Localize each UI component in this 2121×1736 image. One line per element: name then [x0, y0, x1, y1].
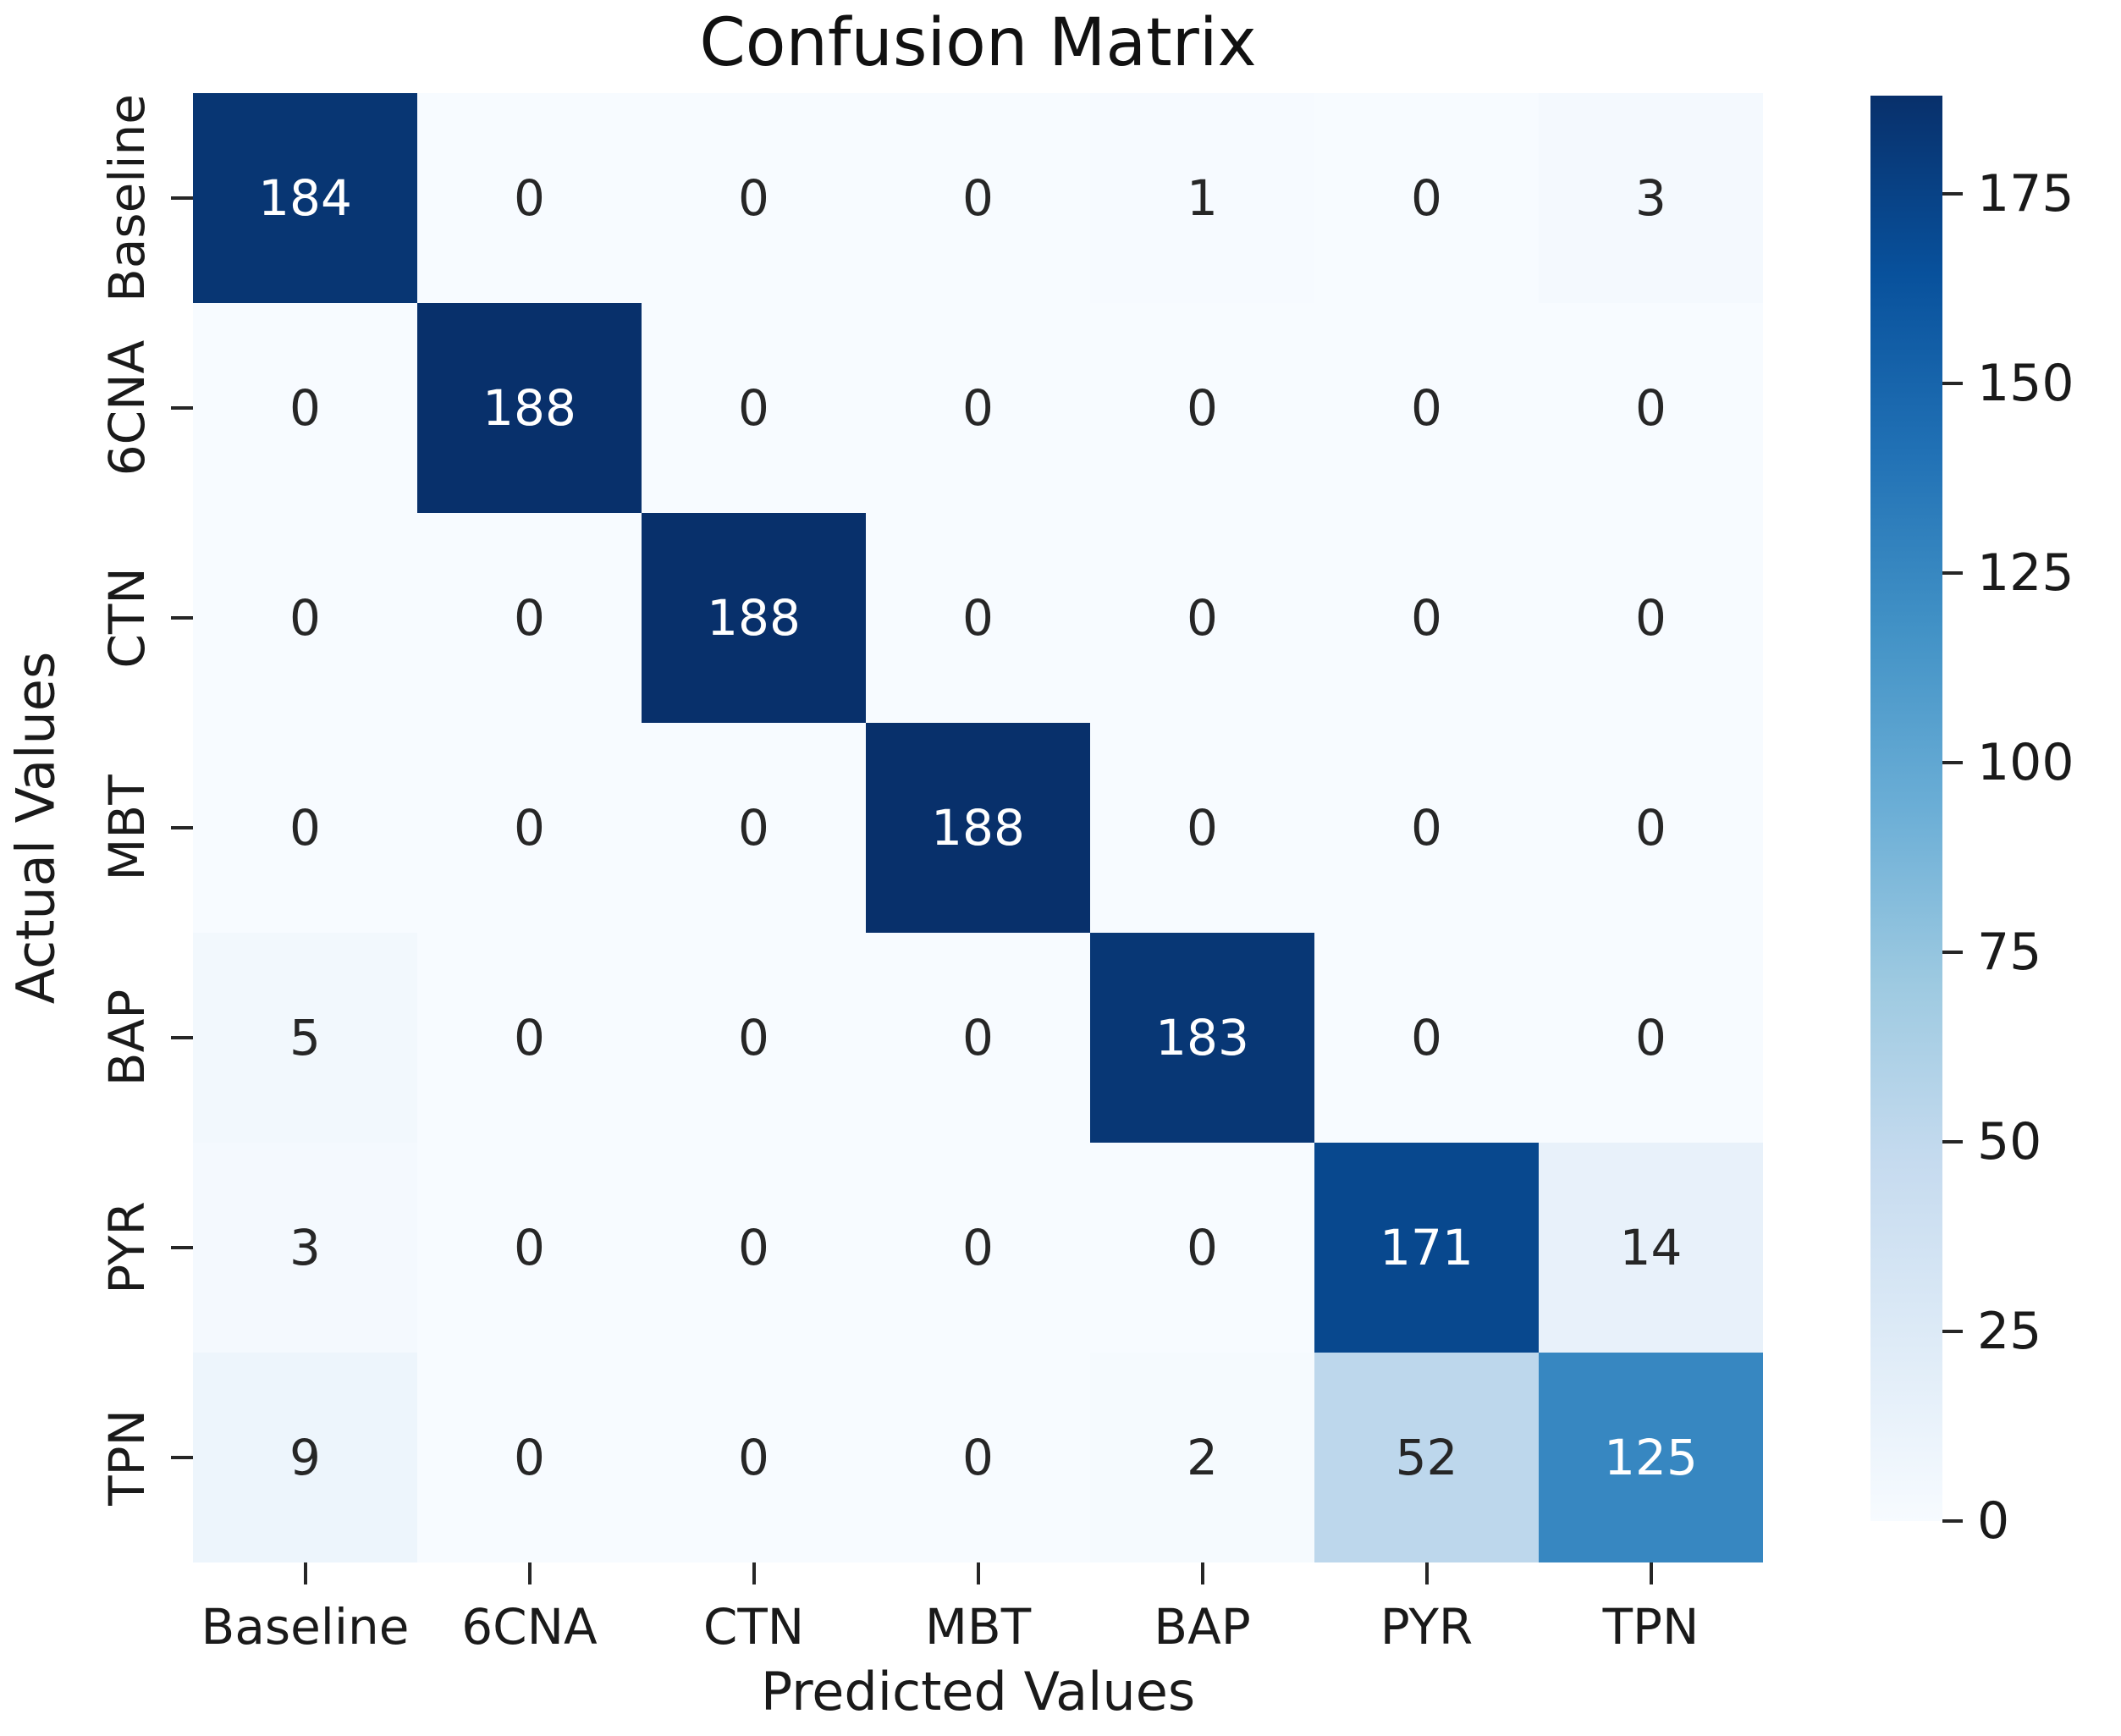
heatmap-cell: 0 — [417, 1353, 642, 1562]
heatmap-cell: 0 — [866, 1353, 1090, 1562]
x-tick-label: BAP — [1154, 1598, 1251, 1656]
heatmap-cell: 0 — [866, 93, 1090, 303]
colorbar-tick-label: 0 — [1977, 1491, 2010, 1551]
heatmap-cell: 0 — [417, 1143, 642, 1353]
heatmap-cell: 52 — [1314, 1353, 1539, 1562]
heatmap-cell: 0 — [642, 93, 866, 303]
y-tick-mark — [171, 1246, 193, 1249]
heatmap-cell: 188 — [642, 513, 866, 723]
heatmap-cell: 0 — [417, 513, 642, 723]
heatmap-cell: 0 — [642, 303, 866, 513]
heatmap-cell: 0 — [193, 513, 417, 723]
heatmap-cell: 188 — [417, 303, 642, 513]
heatmap-cell: 0 — [866, 1143, 1090, 1353]
colorbar-tick-label: 75 — [1977, 923, 2042, 983]
y-tick-mark — [171, 196, 193, 200]
heatmap-cell: 183 — [1090, 933, 1314, 1143]
y-tick-mark — [171, 826, 193, 829]
heatmap-cell: 0 — [417, 93, 642, 303]
colorbar-tick-label: 125 — [1977, 543, 2074, 603]
heatmap-cell: 0 — [1314, 933, 1539, 1143]
heatmap-cell: 0 — [1539, 513, 1763, 723]
colorbar-tick-label: 150 — [1977, 354, 2074, 414]
y-axis-title: Actual Values — [4, 651, 67, 1005]
heatmap-cell: 3 — [1539, 93, 1763, 303]
x-axis-title: Predicted Values — [760, 1661, 1196, 1722]
heatmap-cell: 0 — [1090, 303, 1314, 513]
heatmap-cell: 0 — [642, 933, 866, 1143]
x-tick-mark — [1649, 1562, 1653, 1584]
heatmap-cell: 171 — [1314, 1143, 1539, 1353]
y-tick-label: BAP — [98, 989, 156, 1087]
y-tick-label: Baseline — [98, 94, 156, 302]
y-tick-label: TPN — [98, 1409, 156, 1506]
heatmap-cell: 0 — [1539, 723, 1763, 933]
heatmap-cell: 0 — [1539, 303, 1763, 513]
heatmap-grid: 184 0 0 0 1 0 3 0 188 0 0 0 0 0 0 0 188 0 0 0 0 0 0 0 188 0 0 0 5 0 0 0… — [193, 93, 1763, 1562]
y-tick-label: 6CNA — [98, 339, 156, 477]
chart-title: Confusion Matrix — [699, 5, 1257, 81]
x-tick-mark — [303, 1562, 307, 1584]
colorbar-tick-mark — [1942, 761, 1963, 765]
x-tick-label: TPN — [1602, 1598, 1700, 1656]
y-tick-mark — [171, 616, 193, 620]
x-tick-mark — [1424, 1562, 1429, 1584]
heatmap-cell: 125 — [1539, 1353, 1763, 1562]
heatmap-cell: 0 — [642, 1143, 866, 1353]
colorbar-tick-mark — [1942, 571, 1963, 576]
colorbar-tick-mark — [1942, 1330, 1963, 1334]
y-tick-mark — [171, 406, 193, 410]
heatmap-cell: 184 — [193, 93, 417, 303]
x-tick-label: MBT — [924, 1598, 1032, 1656]
heatmap-cell: 0 — [1090, 1143, 1314, 1353]
x-tick-label: Baseline — [201, 1598, 410, 1656]
colorbar-tick-label: 50 — [1977, 1112, 2042, 1172]
heatmap-cell: 0 — [1090, 513, 1314, 723]
colorbar-tick-mark — [1942, 951, 1963, 955]
heatmap-cell: 9 — [193, 1353, 417, 1562]
heatmap-cell: 5 — [193, 933, 417, 1143]
y-tick-label: CTN — [98, 567, 156, 669]
colorbar — [1870, 96, 1942, 1521]
heatmap-cell: 3 — [193, 1143, 417, 1353]
heatmap-cell: 0 — [417, 723, 642, 933]
heatmap-cell: 1 — [1090, 93, 1314, 303]
heatmap-cell: 0 — [642, 723, 866, 933]
x-tick-label: CTN — [702, 1598, 805, 1656]
heatmap-cell: 0 — [1314, 303, 1539, 513]
colorbar-tick-mark — [1942, 192, 1963, 196]
y-tick-mark — [171, 1456, 193, 1459]
colorbar-tick-mark — [1942, 1519, 1963, 1523]
heatmap-cell: 0 — [193, 303, 417, 513]
heatmap-cell: 0 — [1314, 723, 1539, 933]
y-tick-mark — [171, 1036, 193, 1039]
heatmap-cell: 0 — [1314, 93, 1539, 303]
heatmap-cell: 188 — [866, 723, 1090, 933]
heatmap-cell: 0 — [866, 513, 1090, 723]
heatmap-cell: 0 — [1090, 723, 1314, 933]
heatmap-cell: 0 — [193, 723, 417, 933]
colorbar-tick-mark — [1942, 382, 1963, 386]
colorbar-tick-label: 175 — [1977, 164, 2074, 224]
x-tick-mark — [976, 1562, 980, 1584]
x-tick-label: PYR — [1380, 1598, 1474, 1656]
heatmap-cell: 2 — [1090, 1353, 1314, 1562]
x-tick-mark — [527, 1562, 532, 1584]
x-tick-mark — [1200, 1562, 1204, 1584]
heatmap-cell: 0 — [866, 303, 1090, 513]
x-tick-label: 6CNA — [461, 1598, 598, 1656]
heatmap-cell: 0 — [417, 933, 642, 1143]
heatmap-cell: 0 — [642, 1353, 866, 1562]
heatmap-cell: 14 — [1539, 1143, 1763, 1353]
heatmap-cell: 0 — [866, 933, 1090, 1143]
colorbar-tick-mark — [1942, 1140, 1963, 1144]
colorbar-tick-label: 100 — [1977, 733, 2074, 793]
x-tick-mark — [752, 1562, 756, 1584]
colorbar-tick-label: 25 — [1977, 1302, 2042, 1362]
y-tick-label: PYR — [98, 1201, 156, 1294]
y-tick-label: MBT — [98, 774, 156, 881]
heatmap-cell: 0 — [1314, 513, 1539, 723]
heatmap-cell: 0 — [1539, 933, 1763, 1143]
